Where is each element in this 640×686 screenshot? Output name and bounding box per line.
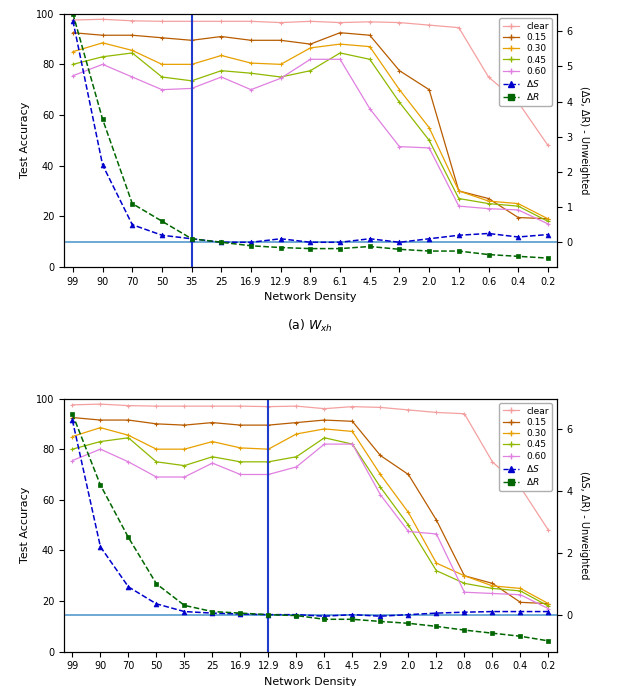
Title: (a) $W_{xh}$: (a) $W_{xh}$ xyxy=(287,318,333,333)
Y-axis label: Test Accuracy: Test Accuracy xyxy=(20,487,30,563)
Y-axis label: (ΔS, ΔR) - Unweighted: (ΔS, ΔR) - Unweighted xyxy=(579,471,589,579)
Legend: clear, 0.15, 0.30, 0.45, 0.60, $\Delta S$, $\Delta R$: clear, 0.15, 0.30, 0.45, 0.60, $\Delta S… xyxy=(499,19,552,106)
X-axis label: Network Density: Network Density xyxy=(264,677,356,686)
X-axis label: Network Density: Network Density xyxy=(264,292,356,302)
Y-axis label: Test Accuracy: Test Accuracy xyxy=(20,102,30,178)
Legend: clear, 0.15, 0.30, 0.45, 0.60, $\Delta S$, $\Delta R$: clear, 0.15, 0.30, 0.45, 0.60, $\Delta S… xyxy=(499,403,552,490)
Y-axis label: (ΔS, ΔR) - Unweighted: (ΔS, ΔR) - Unweighted xyxy=(579,86,589,195)
